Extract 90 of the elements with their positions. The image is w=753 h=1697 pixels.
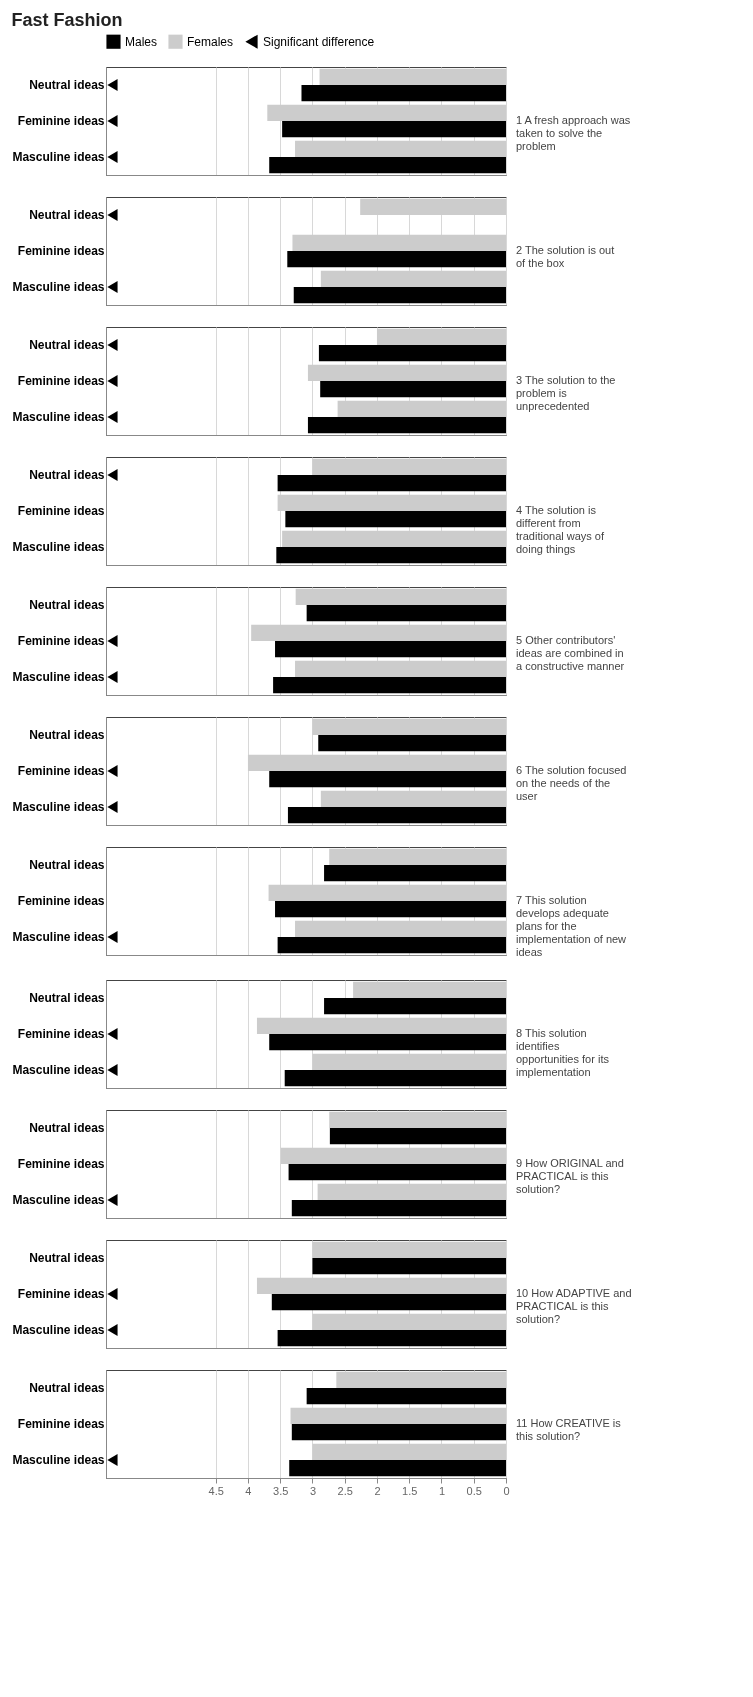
y-tick-label: Neutral ideas	[29, 598, 105, 612]
x-tick-label: 3	[309, 1484, 317, 1497]
y-tick-label: Feminine ideas	[17, 1027, 105, 1041]
y-tick-label: Neutral ideas	[29, 1381, 105, 1395]
bar	[287, 251, 506, 268]
x-tick-label: 1	[438, 1484, 446, 1497]
x-tick-label: 0.5	[466, 1484, 482, 1497]
y-tick-label: Neutral ideas	[29, 338, 105, 352]
y-tick-label: Masculine ideas	[12, 1063, 105, 1077]
bar	[301, 85, 506, 102]
y-axis-title: 1 A fresh approach was taken to solve the problem	[516, 114, 631, 152]
y-tick-label: Masculine ideas	[12, 930, 105, 944]
y-tick-label: Feminine ideas	[17, 764, 105, 778]
legend-label: Females	[187, 34, 234, 49]
bar	[291, 1424, 506, 1441]
bar	[284, 1070, 506, 1087]
bar	[320, 381, 506, 398]
bar	[291, 1200, 506, 1217]
bar	[276, 547, 506, 564]
bar	[269, 1034, 506, 1051]
y-axis-title: 8 This solution identifies opportunities for its implementation	[516, 1027, 610, 1078]
y-axis-title: 3 The solution to the problem is unprecedented	[516, 374, 616, 412]
x-tick-label: 2	[374, 1484, 381, 1497]
bar	[312, 1258, 506, 1275]
y-tick-label: Masculine ideas	[12, 800, 105, 814]
bar	[324, 865, 506, 882]
y-tick-label: Neutral ideas	[29, 78, 105, 92]
bar	[318, 735, 506, 752]
legend-label: Significant difference	[263, 34, 375, 49]
y-tick-label: Feminine ideas	[17, 894, 105, 908]
y-tick-label: Feminine ideas	[17, 1287, 105, 1301]
bar	[277, 475, 506, 492]
bar	[289, 1460, 506, 1477]
x-tick-label: 0	[503, 1484, 510, 1497]
y-tick-label: Feminine ideas	[17, 1417, 105, 1431]
y-axis-title: 4 The solution is different from traditional ways of doing things	[516, 504, 605, 555]
bar	[277, 1330, 506, 1347]
bar	[269, 157, 506, 174]
y-axis-title: 10 How ADAPTIVE and PRACTICAL is this solution?	[516, 1287, 632, 1325]
y-tick-label: Neutral ideas	[29, 1121, 105, 1135]
bar	[293, 287, 506, 304]
y-tick-label: Neutral ideas	[29, 468, 105, 482]
y-tick-label: Masculine ideas	[12, 1193, 105, 1207]
bar	[324, 998, 506, 1015]
x-tick-label: 4.5	[208, 1484, 224, 1497]
bar	[288, 1164, 506, 1181]
bar	[282, 121, 506, 138]
x-tick-label: 4	[245, 1484, 252, 1497]
bar	[329, 1128, 506, 1145]
bar	[307, 417, 506, 434]
y-axis-title: 6 The solution focused on the needs of the user	[516, 764, 627, 802]
bar	[275, 901, 506, 918]
y-axis-title: 5 Other contributors' ideas are combined in a constructive manner	[516, 634, 625, 672]
y-tick-label: Neutral ideas	[29, 208, 105, 222]
chart-title: Fast Fashion	[11, 9, 123, 30]
y-axis-title: 2 The solution is out of the box	[516, 244, 615, 269]
x-tick-label: 2.5	[337, 1484, 353, 1497]
y-axis-title: 11 How CREATIVE is this solution?	[516, 1417, 622, 1442]
bar	[271, 1294, 506, 1311]
y-tick-label: Masculine ideas	[12, 1323, 105, 1337]
y-tick-label: Feminine ideas	[17, 374, 105, 388]
y-tick-label: Masculine ideas	[12, 1453, 105, 1467]
y-tick-label: Feminine ideas	[17, 1157, 105, 1171]
x-tick-label: 3.5	[273, 1484, 289, 1497]
bar	[277, 937, 506, 954]
bar	[269, 771, 506, 788]
bar	[287, 807, 506, 824]
y-tick-label: Feminine ideas	[17, 114, 105, 128]
y-tick-label: Masculine ideas	[12, 410, 105, 424]
y-tick-label: Neutral ideas	[29, 728, 105, 742]
bar	[318, 345, 506, 362]
y-tick-label: Masculine ideas	[12, 280, 105, 294]
y-tick-label: Neutral ideas	[29, 858, 105, 872]
y-tick-label: Feminine ideas	[17, 504, 105, 518]
y-axis-title: 7 This solution develops adequate plans for the implementation of new ideas	[516, 894, 627, 958]
x-tick-label: 1.5	[402, 1484, 418, 1497]
y-tick-label: Masculine ideas	[12, 150, 105, 164]
bar	[275, 641, 506, 658]
y-tick-label: Neutral ideas	[29, 991, 105, 1005]
y-tick-label: Masculine ideas	[12, 670, 105, 684]
y-tick-label: Neutral ideas	[29, 1251, 105, 1265]
y-tick-label: Feminine ideas	[17, 244, 105, 258]
bar	[306, 605, 506, 622]
y-tick-label: Masculine ideas	[12, 540, 105, 554]
y-axis-title: 9 How ORIGINAL and PRACTICAL is this solution?	[516, 1157, 624, 1195]
bar	[285, 511, 506, 528]
bar	[306, 1388, 506, 1405]
legend-label: Males	[125, 34, 158, 49]
y-tick-label: Feminine ideas	[17, 634, 105, 648]
bar	[273, 677, 506, 694]
